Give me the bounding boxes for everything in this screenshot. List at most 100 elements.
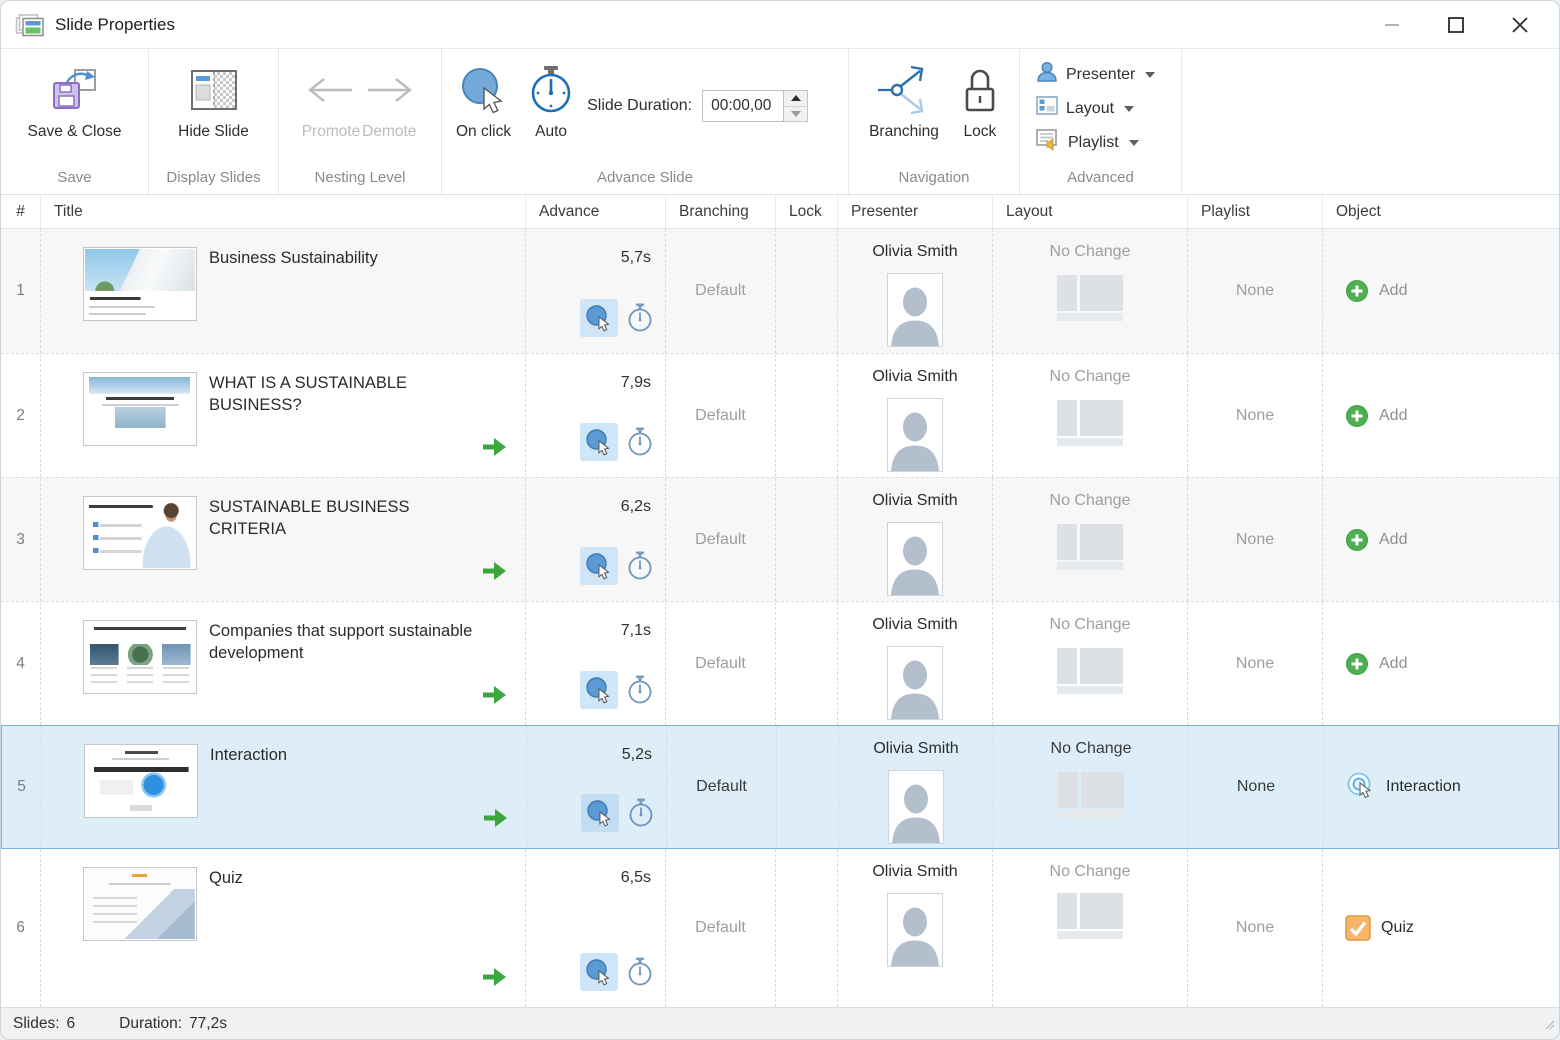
title-cell[interactable]: Quiz [41,849,526,1007]
branching-button[interactable]: Branching [869,59,939,141]
auto-button[interactable]: Auto [529,59,573,141]
branching-cell[interactable]: Default [667,726,777,848]
presenter-cell[interactable]: Olivia Smith [838,354,993,477]
lock-cell[interactable] [776,849,838,1007]
slide-number: 3 [1,478,41,601]
duration-increment-button[interactable] [784,91,808,106]
lock-cell[interactable] [777,726,839,848]
lock-button[interactable]: Lock [961,59,999,141]
title-cell[interactable]: SUSTAINABLE BUSINESS CRITERIA [41,478,526,601]
slide-duration-input[interactable] [702,90,785,122]
playlist-dropdown[interactable]: Playlist [1020,125,1181,160]
layout-thumbnail [1058,772,1124,824]
table-row[interactable]: 3 SUSTAINABLE BUSINESS CRITERIA 6,2s [1,477,1559,601]
layout-cell[interactable]: No Change [994,726,1189,848]
advance-cell[interactable]: 5,7s [526,229,666,353]
on-click-button[interactable]: On click [456,59,511,141]
layout-dropdown[interactable]: Layout [1020,92,1181,125]
lock-cell[interactable] [776,602,838,725]
save-and-close-button[interactable]: Save & Close [1,59,148,141]
branching-cell[interactable]: Default [666,229,776,353]
maximize-button[interactable] [1441,10,1471,40]
table-row[interactable]: 2 WHAT IS A SUSTAINABLE BUSINESS? 7,9s [1,353,1559,477]
layout-cell[interactable]: No Change [993,602,1188,725]
branching-cell[interactable]: Default [666,478,776,601]
group-label-nesting: Nesting Level [314,169,406,186]
auto-timer-icon[interactable] [627,427,653,457]
on-click-icon[interactable] [580,671,618,709]
slide-thumbnail [83,867,197,941]
layout-cell[interactable]: No Change [993,229,1188,353]
add-object-icon[interactable] [1345,279,1369,303]
layout-cell[interactable]: No Change [993,849,1188,1007]
layout-thumbnail [1057,275,1123,327]
advance-cell[interactable]: 5,2s [527,726,667,848]
presenter-cell[interactable]: Olivia Smith [838,602,993,725]
table-row[interactable]: 6 Quiz 6,5s [1,849,1559,1007]
object-cell[interactable]: Add [1323,229,1559,353]
slide-number: 6 [1,849,41,1007]
resize-grip[interactable] [1543,1017,1555,1035]
playlist-cell[interactable]: None [1188,849,1323,1007]
add-object-icon[interactable] [1345,652,1369,676]
object-cell[interactable]: Add [1323,354,1559,477]
layout-cell[interactable]: No Change [993,354,1188,477]
add-object-icon[interactable] [1345,404,1369,428]
add-object-icon[interactable] [1345,528,1369,552]
demote-button[interactable]: Demote [360,59,418,141]
lock-cell[interactable] [776,354,838,477]
advance-cell[interactable]: 6,5s [526,849,666,1007]
presenter-cell[interactable]: Olivia Smith [838,229,993,353]
title-cell[interactable]: Interaction [42,726,527,848]
on-click-icon[interactable] [580,547,618,585]
branching-cell[interactable]: Default [666,602,776,725]
playlist-cell[interactable]: None [1188,354,1323,477]
table-row[interactable]: 1 Business Sustainability 5,7s [1,229,1559,353]
on-click-icon[interactable] [580,953,618,991]
auto-timer-icon[interactable] [627,303,653,333]
auto-timer-icon[interactable] [627,675,653,705]
presenter-cell[interactable]: Olivia Smith [838,478,993,601]
presenter-cell[interactable]: Olivia Smith [839,726,994,848]
auto-timer-icon[interactable] [628,798,654,828]
quiz-object-icon [1345,915,1371,941]
advance-arrow-icon [484,809,507,827]
auto-timer-icon[interactable] [627,551,653,581]
minimize-button[interactable] [1377,10,1407,40]
presenter-cell[interactable]: Olivia Smith [838,849,993,1007]
advance-cell[interactable]: 6,2s [526,478,666,601]
lock-cell[interactable] [776,229,838,353]
branching-cell[interactable]: Default [666,849,776,1007]
object-label: Add [1379,406,1408,424]
on-click-icon[interactable] [581,794,619,832]
presenter-avatar [887,646,943,720]
on-click-icon[interactable] [580,299,618,337]
table-row[interactable]: 4 Companies that support sustainable dev… [1,601,1559,725]
hide-slide-button[interactable]: Hide Slide [149,59,278,141]
save-close-label: Save & Close [27,123,122,140]
branching-cell[interactable]: Default [666,354,776,477]
object-cell[interactable]: Add [1323,602,1559,725]
close-button[interactable] [1505,10,1535,40]
advance-cell[interactable]: 7,9s [526,354,666,477]
playlist-cell[interactable]: None [1188,602,1323,725]
title-cell[interactable]: Business Sustainability [41,229,526,353]
object-cell[interactable]: Add [1323,478,1559,601]
duration-decrement-button[interactable] [784,105,808,121]
presenter-dropdown[interactable]: Presenter [1020,57,1181,92]
layout-cell[interactable]: No Change [993,478,1188,601]
auto-timer-icon[interactable] [627,957,653,987]
on-click-icon[interactable] [580,423,618,461]
lock-cell[interactable] [776,478,838,601]
slide-duration-label: Slide Duration: [587,97,693,114]
playlist-cell[interactable]: None [1188,478,1323,601]
playlist-cell[interactable]: None [1189,726,1324,848]
playlist-cell[interactable]: None [1188,229,1323,353]
object-cell[interactable]: Interaction [1324,726,1558,848]
object-cell[interactable]: Quiz [1323,849,1559,1007]
title-cell[interactable]: WHAT IS A SUSTAINABLE BUSINESS? [41,354,526,477]
promote-button[interactable]: Promote [302,59,360,141]
title-cell[interactable]: Companies that support sustainable devel… [41,602,526,725]
table-row[interactable]: 5 Interaction 5,2s [1,725,1559,849]
advance-cell[interactable]: 7,1s [526,602,666,725]
